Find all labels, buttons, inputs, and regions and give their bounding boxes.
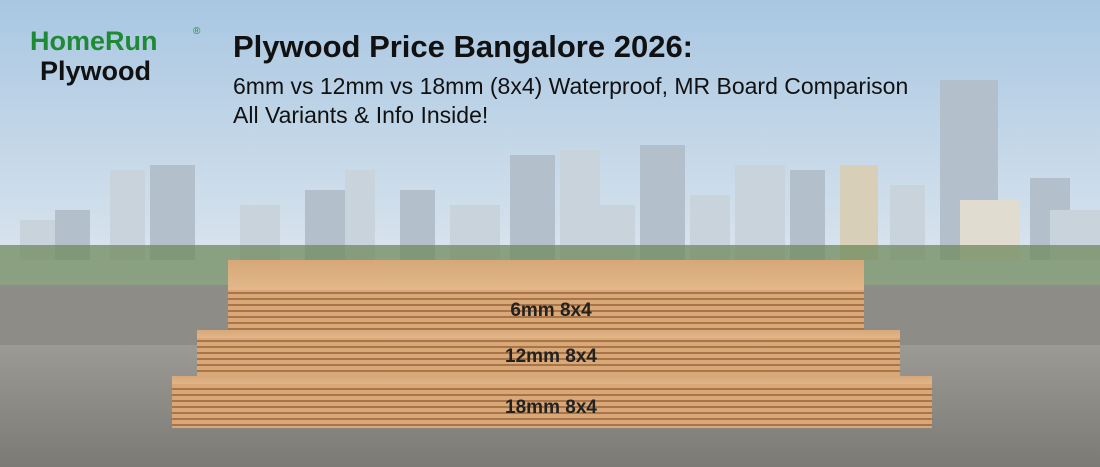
- logo-brand: HomeRun: [30, 26, 158, 56]
- logo-product: Plywood: [40, 56, 151, 86]
- board-label: 6mm 8x4: [510, 300, 592, 321]
- logo-registered: ®: [193, 26, 201, 37]
- board-label: 12mm 8x4: [505, 346, 597, 367]
- board-label: 18mm 8x4: [505, 397, 597, 418]
- subtitle: All Variants & Info Inside!: [233, 102, 488, 128]
- title: Plywood Price Bangalore 2026:: [233, 29, 693, 64]
- subtitle: 6mm vs 12mm vs 18mm (8x4) Waterproof, MR…: [233, 73, 908, 99]
- plywood-stack: [172, 260, 932, 428]
